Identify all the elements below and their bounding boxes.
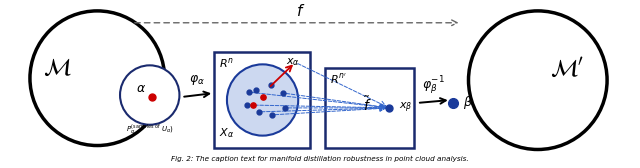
- Text: $\tilde{f}$: $\tilde{f}$: [363, 96, 372, 114]
- Text: $R^n$: $R^n$: [219, 56, 234, 70]
- Text: $\beta$: $\beta$: [463, 94, 472, 111]
- Circle shape: [227, 64, 298, 136]
- Text: $P_{\alpha}^{\rm (samples\ of\ }U_{\alpha})$: $P_{\alpha}^{\rm (samples\ of\ }U_{\alph…: [126, 123, 173, 136]
- Text: $X_{\alpha}$: $X_{\alpha}$: [219, 126, 234, 140]
- Text: $f$: $f$: [296, 3, 305, 19]
- Circle shape: [120, 65, 179, 125]
- Text: $\mathcal{M}'$: $\mathcal{M}'$: [550, 56, 584, 80]
- Text: Fig. 2: The caption text for manifold distillation robustness in point cloud ana: Fig. 2: The caption text for manifold di…: [171, 156, 469, 162]
- Text: $\varphi_{\beta}^{-1}$: $\varphi_{\beta}^{-1}$: [422, 75, 445, 97]
- FancyBboxPatch shape: [214, 52, 310, 148]
- Text: $\alpha$: $\alpha$: [136, 82, 146, 95]
- Text: $x_{\beta}$: $x_{\beta}$: [399, 101, 413, 115]
- Circle shape: [30, 11, 164, 145]
- Text: $\varphi_{\alpha}$: $\varphi_{\alpha}$: [189, 73, 205, 87]
- Text: $\mathcal{M}$: $\mathcal{M}$: [44, 57, 72, 80]
- Text: $R^{n'}$: $R^{n'}$: [330, 72, 347, 87]
- Circle shape: [468, 11, 607, 150]
- Text: $x_{\alpha}$: $x_{\alpha}$: [286, 56, 300, 68]
- FancyBboxPatch shape: [325, 68, 414, 148]
